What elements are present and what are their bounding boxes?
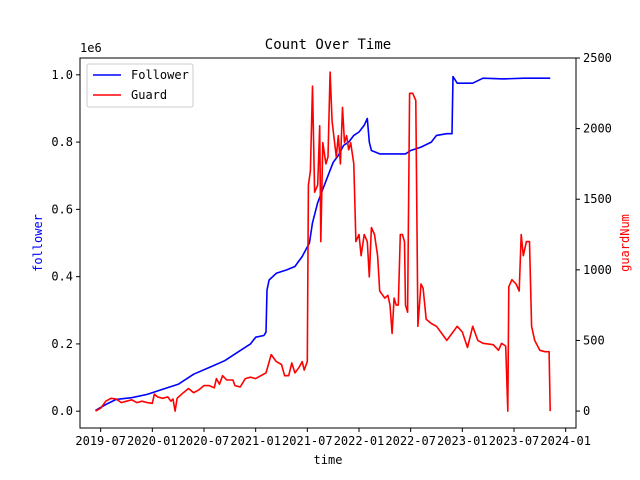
right-tick-label: 500 xyxy=(583,333,605,347)
x-tick-label: 2023-01 xyxy=(437,434,488,448)
x-tick-label: 2022-01 xyxy=(334,434,385,448)
x-tick-label: 2020-01 xyxy=(127,434,178,448)
right-axis-label: guardNum xyxy=(618,214,632,272)
left-axis-ticks: 0.0 0.2 0.4 0.6 0.8 1.0 xyxy=(51,68,80,418)
x-axis-ticks: 2019-07 2020-01 2020-07 2021-01 2021-07 2022-… xyxy=(75,428,591,448)
right-tick-label: 0 xyxy=(583,404,590,418)
plot-frame xyxy=(79,57,577,429)
x-tick-label: 2021-07 xyxy=(282,434,333,448)
left-tick-label: 0.2 xyxy=(51,337,73,351)
series-line-guard xyxy=(95,71,551,412)
legend-label-guard: Guard xyxy=(131,88,167,102)
x-axis-label: time xyxy=(314,453,343,467)
chart-title: Count Over Time xyxy=(265,37,391,53)
legend: Follower Guard xyxy=(86,63,194,108)
series-line-follower xyxy=(95,75,551,412)
right-tick-label: 2500 xyxy=(583,51,612,65)
right-tick-label: 2000 xyxy=(583,122,612,136)
right-tick-label: 1000 xyxy=(583,263,612,277)
legend-label-follower: Follower xyxy=(131,68,189,82)
left-tick-label: 1.0 xyxy=(51,68,73,82)
x-tick-label: 2023-07 xyxy=(489,434,540,448)
x-tick-label: 2022-07 xyxy=(385,434,436,448)
left-tick-label: 0.8 xyxy=(51,135,73,149)
right-axis-ticks: 0 500 1000 1500 2000 2500 xyxy=(576,51,612,418)
series-layer xyxy=(95,71,551,412)
plot-background xyxy=(80,58,576,428)
x-tick-label: 2021-01 xyxy=(230,434,281,448)
x-tick-label: 2020-07 xyxy=(179,434,230,448)
left-tick-label: 0.0 xyxy=(51,404,73,418)
x-tick-label: 2019-07 xyxy=(75,434,126,448)
left-axis-label: follower xyxy=(31,214,45,272)
left-tick-label: 0.6 xyxy=(51,202,73,216)
right-tick-label: 1500 xyxy=(583,192,612,206)
left-axis-multiplier: 1e6 xyxy=(80,41,102,55)
x-tick-label: 2024-01 xyxy=(540,434,591,448)
left-tick-label: 0.4 xyxy=(51,270,73,284)
